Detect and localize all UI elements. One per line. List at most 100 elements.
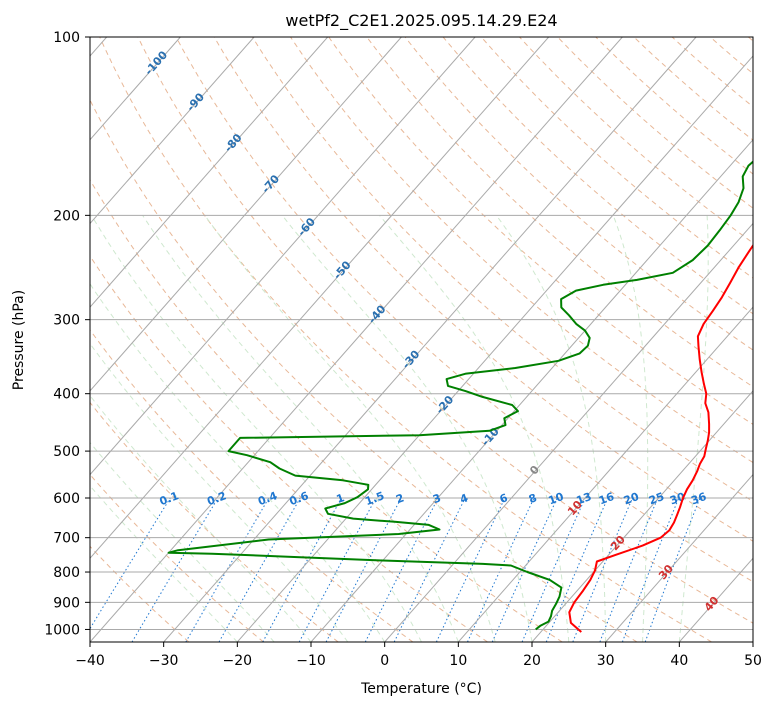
y-tick-label: 500	[53, 444, 80, 460]
axis-ticks: −40 −30 −20 −10 0 10 20 30 40 50 1000 900 800 700 600 5…	[44, 30, 762, 669]
y-tick-label: 400	[53, 387, 80, 403]
y-tick-label: 800	[53, 565, 80, 581]
mixing-ratio-label: 1	[335, 491, 347, 506]
mixing-ratio-label: 0.4	[256, 489, 279, 508]
dry-adiabat-line	[90, 255, 488, 642]
dry-adiabat-line	[251, 37, 753, 502]
mixing-ratio-label: 0.2	[205, 489, 228, 508]
isotherm-line	[90, 37, 402, 392]
mixing-ratio-line	[599, 497, 659, 642]
y-tick-label: 600	[53, 491, 80, 507]
isotherm-line	[457, 306, 753, 642]
mixing-ratio-line	[364, 497, 439, 642]
isotherm-line	[531, 390, 753, 642]
x-tick-label: −20	[223, 653, 253, 669]
y-tick-label: 1000	[44, 622, 80, 638]
dry-adiabat-line	[404, 37, 753, 351]
x-tick-label: −10	[296, 653, 326, 669]
x-axis-label: Temperature (°C)	[360, 681, 482, 697]
y-axis-label: Pressure (hPa)	[11, 290, 27, 390]
dry-adiabat-line	[557, 37, 753, 209]
dry-adiabat-line	[442, 37, 753, 315]
isotherm-line	[90, 37, 476, 476]
mixing-ratio-label: 1.5	[363, 489, 386, 508]
moist-adiabat-line	[90, 215, 422, 642]
x-tick-label: 0	[380, 653, 389, 669]
isotherm-line	[310, 138, 753, 642]
moist-adiabat-line	[142, 215, 459, 642]
dry-adiabat-line	[328, 37, 753, 425]
y-tick-label: 700	[53, 531, 80, 547]
mixing-ratio-line	[644, 497, 701, 642]
mixing-ratio-line	[435, 497, 506, 642]
dry-adiabat-line	[175, 37, 753, 583]
mixing-ratio-label: 0.6	[288, 489, 311, 508]
reference-lines	[90, 37, 753, 642]
mixing-ratio-label: 3	[431, 491, 443, 506]
mixing-ratio-label: 10	[547, 490, 566, 508]
x-tick-label: −40	[75, 653, 105, 669]
isotherm-line	[605, 473, 753, 642]
isotherm-line	[90, 37, 623, 642]
mixing-ratio-label: 0.1	[158, 489, 181, 508]
mixing-ratio-label: 36	[689, 490, 708, 508]
dry-adiabat-line	[519, 37, 753, 244]
y-tick-label: 200	[53, 208, 80, 224]
mixing-ratio-label: 25	[647, 490, 666, 507]
x-tick-label: 10	[449, 653, 467, 669]
mixing-ratio-line	[621, 497, 680, 642]
moist-adiabat-line	[90, 282, 386, 642]
mixing-ratio-label: 16	[597, 490, 616, 508]
x-tick-label: 40	[670, 653, 688, 669]
moist-adiabat-line	[495, 215, 607, 642]
dry-adiabat-line	[90, 329, 414, 642]
profile-series-1	[568, 243, 753, 633]
moist-adiabat-line	[90, 484, 238, 642]
moist-adiabat-line	[90, 394, 312, 642]
mixing-ratio-label: 30	[668, 490, 687, 508]
mixing-ratio-label: 8	[527, 491, 539, 506]
dry-adiabat-line	[366, 37, 753, 388]
profile-series-2	[167, 160, 753, 631]
x-tick-label: 20	[523, 653, 541, 669]
moist-adiabat-line	[90, 441, 275, 642]
dry-adiabat-line	[90, 178, 563, 642]
isotherm-line	[90, 37, 255, 225]
dry-adiabat-line	[90, 98, 638, 642]
x-tick-label: 50	[744, 653, 762, 669]
dry-adiabat-line	[99, 37, 712, 642]
moist-adiabat-line	[612, 215, 649, 642]
mixing-ratio-line	[262, 497, 342, 642]
dry-adiabat-line	[480, 37, 753, 279]
moist-adiabat-line	[281, 214, 533, 642]
mixing-ratio-line	[467, 497, 535, 642]
dry-adiabat-line	[137, 37, 753, 624]
isotherm-line	[90, 37, 329, 308]
mixing-ratio-label: 13	[575, 490, 594, 507]
isotherm-line	[384, 222, 753, 642]
moist-adiabat-line	[678, 215, 709, 642]
mixing-ratio-line	[90, 497, 171, 630]
chart-title: wetPf2_C2E1.2025.095.14.29.E24	[285, 11, 557, 31]
x-tick-label: −30	[149, 653, 179, 669]
isotherm-line	[90, 37, 550, 560]
profile-lines	[167, 160, 753, 633]
mixing-ratio-line	[325, 497, 402, 642]
moist-adiabat-line	[90, 342, 349, 642]
mixing-ratio-label: 4	[458, 491, 470, 506]
mixing-ratio-line	[393, 497, 466, 642]
y-tick-label: 100	[53, 30, 80, 46]
y-tick-label: 900	[53, 595, 80, 611]
mixing-ratio-label: 6	[498, 491, 510, 506]
moist-adiabat-line	[204, 215, 496, 642]
x-tick-label: 30	[597, 653, 615, 669]
isotherm-line	[236, 55, 753, 642]
y-tick-label: 300	[53, 313, 80, 329]
mixing-ratio-line	[298, 497, 377, 642]
dry-adiabat-line	[290, 37, 753, 464]
isotherm-line	[90, 37, 181, 141]
mixing-ratio-label: 2	[394, 491, 406, 506]
plot-frame	[89, 36, 754, 643]
